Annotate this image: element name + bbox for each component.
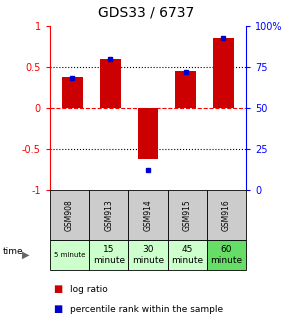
Text: ■: ■ bbox=[53, 304, 62, 314]
Text: log ratio: log ratio bbox=[70, 285, 108, 294]
Bar bbox=[213, 39, 234, 108]
Text: 45
minute: 45 minute bbox=[171, 245, 203, 265]
Text: 60
minute: 60 minute bbox=[210, 245, 243, 265]
Text: ▶: ▶ bbox=[22, 250, 30, 260]
Bar bbox=[138, 108, 158, 159]
Text: time: time bbox=[3, 247, 23, 256]
Text: 15
minute: 15 minute bbox=[93, 245, 125, 265]
Bar bbox=[62, 77, 83, 108]
Text: GSM915: GSM915 bbox=[183, 199, 192, 231]
Bar bbox=[175, 71, 196, 108]
Text: percentile rank within the sample: percentile rank within the sample bbox=[70, 304, 224, 314]
Text: GSM913: GSM913 bbox=[104, 199, 113, 231]
Text: GSM916: GSM916 bbox=[222, 199, 231, 231]
Text: 30
minute: 30 minute bbox=[132, 245, 164, 265]
Text: 5 minute: 5 minute bbox=[54, 252, 85, 258]
Text: ■: ■ bbox=[53, 284, 62, 294]
Text: GDS33 / 6737: GDS33 / 6737 bbox=[98, 6, 195, 20]
Text: GSM908: GSM908 bbox=[65, 199, 74, 231]
Text: GSM914: GSM914 bbox=[144, 199, 152, 231]
Bar bbox=[100, 59, 121, 108]
